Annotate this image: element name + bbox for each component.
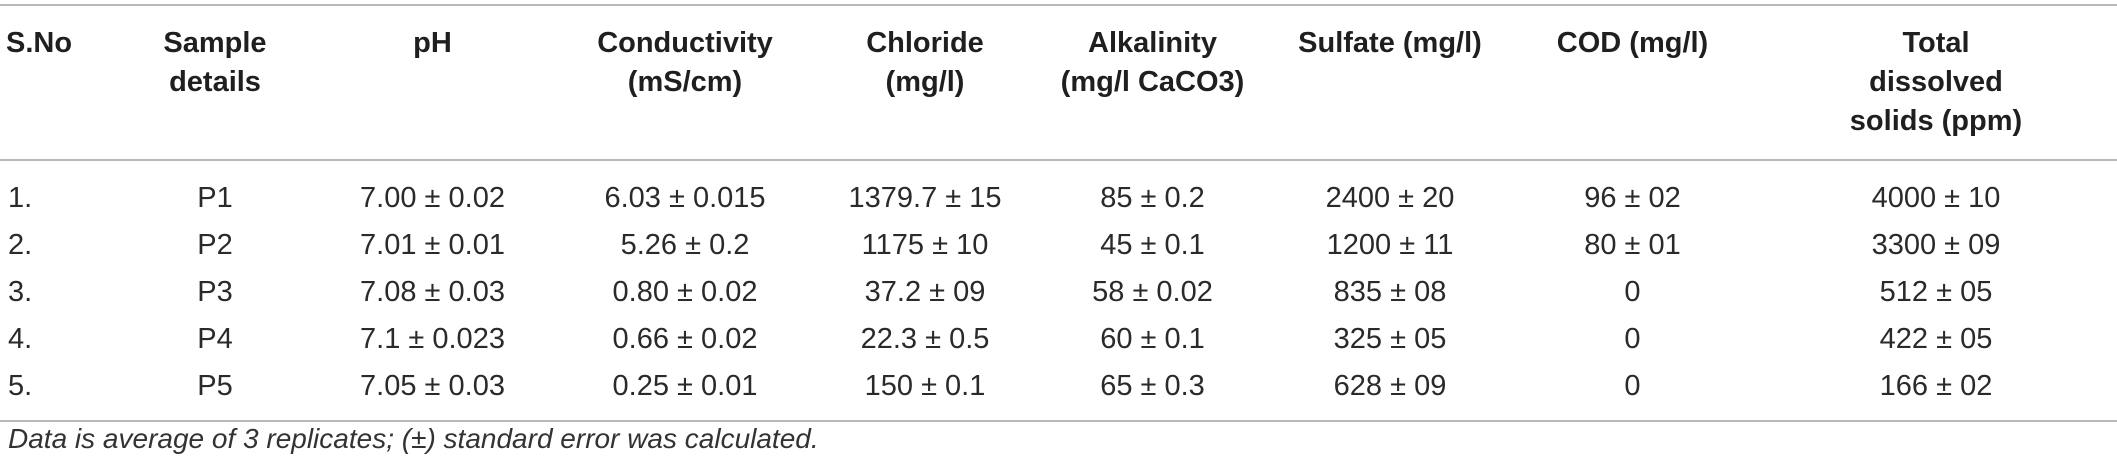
column-header: Sulfate (mg/l) (1270, 5, 1510, 160)
column-header-line: S.No (6, 27, 73, 59)
table-cell: 37.2 ± 09 (864, 275, 986, 308)
table-cell: 835 ± 08 (1333, 275, 1447, 308)
table-cell: 0 (1624, 322, 1641, 355)
column-header-line: COD (mg/l) (1556, 27, 1709, 59)
table-cell: 5. (8, 369, 33, 402)
table-cell: 0 (1624, 369, 1641, 402)
table-body: 1. P1 7.00 ± 0.02 6.03 ± 0.015 1379.7 ± 15 85… (0, 160, 2117, 421)
data-table-container: S.No Sample details pH Conductivity (mS/cm) Ch… (0, 4, 2117, 422)
table-cell: 1. (8, 181, 33, 214)
table-cell: 7.05 ± 0.03 (360, 369, 505, 402)
table-cell: 0.80 ± 0.02 (612, 275, 758, 308)
table-cell: 4. (8, 322, 33, 355)
column-header-line: (mS/cm) (627, 66, 743, 98)
column-header-line: pH (413, 27, 452, 59)
table-cell: 4000 ± 10 (1871, 181, 2001, 214)
table-cell: 0.25 ± 0.01 (612, 369, 758, 402)
column-header-line: details (169, 66, 261, 98)
table-cell: 96 ± 02 (1584, 181, 1681, 214)
table-cell: 422 ± 05 (1879, 322, 1993, 355)
table-row: 5. P5 7.05 ± 0.03 0.25 ± 0.01 150 ± 0.1 65 ± … (0, 362, 2117, 421)
table-cell: 150 ± 0.1 (864, 369, 986, 402)
column-header-line: Sulfate (mg/l) (1298, 27, 1482, 59)
column-header: pH (310, 5, 555, 160)
column-header-line: Conductivity (597, 27, 773, 59)
column-header-line: Sample (163, 27, 267, 59)
table-cell: 65 ± 0.3 (1100, 369, 1205, 402)
table-cell: 3. (8, 275, 33, 308)
table-cell: 58 ± 0.02 (1092, 275, 1213, 308)
column-header-line: (mg/l CaCO3) (1060, 66, 1245, 98)
table-cell: 85 ± 0.2 (1100, 181, 1205, 214)
table-cell: 166 ± 02 (1879, 369, 1993, 402)
column-header-line: (mg/l) (885, 66, 965, 98)
table-header: S.No Sample details pH Conductivity (mS/cm) Ch… (0, 5, 2117, 160)
table-cell: 7.1 ± 0.023 (360, 322, 505, 355)
table-cell: 0.66 ± 0.02 (612, 322, 758, 355)
table-cell: 45 ± 0.1 (1100, 228, 1205, 261)
table-cell: 1200 ± 11 (1326, 228, 1454, 261)
table-cell: 7.00 ± 0.02 (360, 181, 505, 214)
table-cell: 22.3 ± 0.5 (860, 322, 990, 355)
table-row: 3. P3 7.08 ± 0.03 0.80 ± 0.02 37.2 ± 09 58 ± … (0, 268, 2117, 315)
table-footnote: Data is average of 3 replicates; (±) sta… (8, 423, 819, 454)
header-row: S.No Sample details pH Conductivity (mS/cm) Ch… (0, 5, 2117, 160)
table-cell: 60 ± 0.1 (1100, 322, 1205, 355)
table-cell: 3300 ± 09 (1871, 228, 2001, 261)
column-header: S.No (0, 5, 120, 160)
table-cell: 1175 ± 10 (861, 228, 989, 261)
column-header-line: Chloride (866, 27, 984, 59)
table-row: 1. P1 7.00 ± 0.02 6.03 ± 0.015 1379.7 ± 15 85… (0, 160, 2117, 221)
table-cell: P5 (197, 369, 233, 402)
table-cell: 5.26 ± 0.2 (620, 228, 750, 261)
table-cell: 512 ± 05 (1879, 275, 1993, 308)
table-cell: 2. (8, 228, 33, 261)
table-cell: P4 (197, 322, 233, 355)
table-row: 2. P2 7.01 ± 0.01 5.26 ± 0.2 1175 ± 10 45 ± 0… (0, 221, 2117, 268)
table-cell: 0 (1624, 275, 1641, 308)
table-cell: P1 (197, 181, 233, 214)
table-cell: 325 ± 05 (1333, 322, 1447, 355)
column-header-line: Alkalinity (1088, 27, 1217, 59)
column-header: Sample details (120, 5, 310, 160)
column-header: Alkalinity (mg/l CaCO3) (1035, 5, 1270, 160)
table-cell: 1379.7 ± 15 (848, 181, 1002, 214)
table-cell: 2400 ± 20 (1325, 181, 1455, 214)
column-header-line: dissolved (1869, 66, 2003, 98)
column-header: COD (mg/l) (1510, 5, 1755, 160)
table-cell: 7.08 ± 0.03 (360, 275, 505, 308)
column-header-line: Total (1902, 27, 1970, 59)
table-cell: 7.01 ± 0.01 (360, 228, 505, 261)
table-cell: 628 ± 09 (1333, 369, 1447, 402)
column-header: Total dissolved solids (ppm) (1755, 5, 2117, 160)
water-quality-table: S.No Sample details pH Conductivity (mS/cm) Ch… (0, 4, 2117, 422)
column-header: Conductivity (mS/cm) (555, 5, 815, 160)
table-row: 4. P4 7.1 ± 0.023 0.66 ± 0.02 22.3 ± 0.5 60 ±… (0, 315, 2117, 362)
table-cell: P3 (197, 275, 233, 308)
table-cell: 80 ± 01 (1584, 228, 1681, 261)
table-cell: P2 (197, 228, 233, 261)
column-header-line: solids (ppm) (1849, 105, 2023, 137)
table-cell: 6.03 ± 0.015 (604, 181, 766, 214)
column-header: Chloride (mg/l) (815, 5, 1035, 160)
